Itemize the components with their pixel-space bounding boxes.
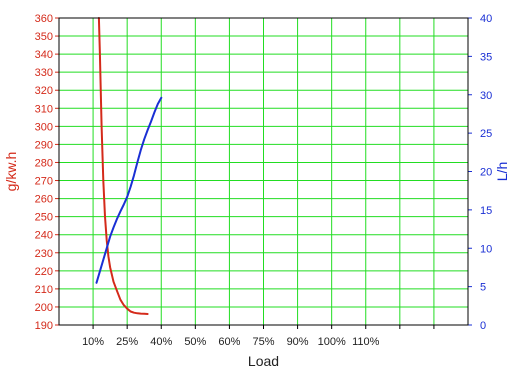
y-right-tick-label: 20 bbox=[480, 167, 492, 179]
y-axis-right-title: L/h bbox=[494, 162, 510, 181]
series-line-right bbox=[95, 96, 163, 284]
y-left-tick-label: 220 bbox=[35, 266, 53, 278]
y-left-tick-label: 360 bbox=[35, 13, 53, 25]
tick-labels: 1902002102202302402502602702802903003103… bbox=[35, 13, 493, 348]
x-tick-label: 100% bbox=[318, 336, 346, 348]
plot-frame bbox=[58, 17, 469, 326]
y-left-tick-label: 240 bbox=[35, 230, 53, 242]
x-tick-label: 75% bbox=[252, 336, 274, 348]
y-left-tick-label: 300 bbox=[35, 121, 53, 133]
x-axis-title: Load bbox=[248, 353, 279, 369]
y-right-tick-label: 5 bbox=[480, 282, 486, 294]
y-left-tick-label: 250 bbox=[35, 212, 53, 224]
y-left-tick-label: 290 bbox=[35, 139, 53, 151]
y-right-tick-label: 40 bbox=[480, 13, 492, 25]
y-left-tick-label: 340 bbox=[35, 49, 53, 61]
y-left-tick-label: 270 bbox=[35, 176, 53, 188]
y-left-tick-label: 310 bbox=[35, 103, 53, 115]
y-left-tick-label: 320 bbox=[35, 85, 53, 97]
y-axis-left-title: g/kw.h bbox=[3, 152, 19, 192]
y-left-tick-label: 200 bbox=[35, 302, 53, 314]
x-tick-label: 50% bbox=[184, 336, 206, 348]
x-tick-label: 90% bbox=[287, 336, 309, 348]
y-left-tick-label: 350 bbox=[35, 31, 53, 43]
series-lines bbox=[95, 17, 163, 315]
y-left-tick-label: 190 bbox=[35, 320, 53, 332]
y-right-tick-label: 25 bbox=[480, 128, 492, 140]
axis-ticks bbox=[55, 17, 472, 329]
y-right-tick-label: 35 bbox=[480, 51, 492, 63]
y-right-tick-label: 0 bbox=[480, 320, 486, 332]
x-tick-label: 110% bbox=[352, 336, 380, 348]
y-right-tick-label: 30 bbox=[480, 90, 492, 102]
y-left-tick-label: 210 bbox=[35, 284, 53, 296]
x-tick-label: 10% bbox=[82, 336, 104, 348]
chart-grid bbox=[59, 18, 468, 325]
y-left-tick-label: 260 bbox=[35, 194, 53, 206]
y-left-tick-label: 330 bbox=[35, 67, 53, 79]
x-tick-label: 25% bbox=[116, 336, 138, 348]
y-left-tick-label: 280 bbox=[35, 157, 53, 169]
y-right-tick-label: 15 bbox=[480, 205, 492, 217]
x-tick-label: 40% bbox=[150, 336, 172, 348]
y-left-tick-label: 230 bbox=[35, 248, 53, 260]
y-right-tick-label: 10 bbox=[480, 243, 492, 255]
x-tick-label: 60% bbox=[218, 336, 240, 348]
